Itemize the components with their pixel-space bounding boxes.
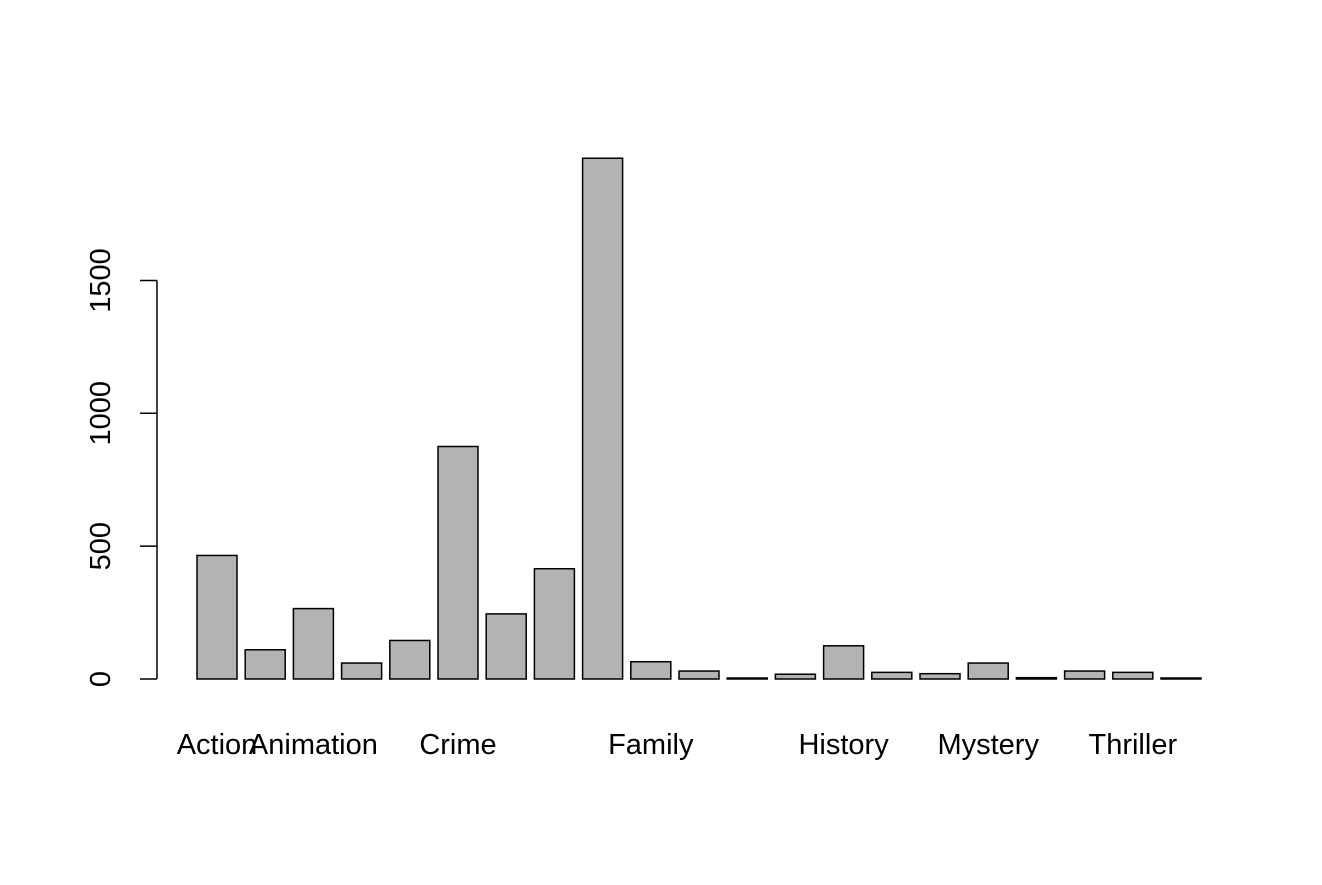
bar-animation xyxy=(292,607,335,680)
y-tick-label-1000: 1000 xyxy=(85,381,117,446)
x-label-family: Family xyxy=(608,729,694,761)
bar-action xyxy=(196,554,238,680)
bars xyxy=(196,157,1202,680)
bar-item-19 xyxy=(1063,670,1106,680)
bar-item-21 xyxy=(1160,677,1202,680)
bar-item-5 xyxy=(389,639,431,680)
x-label-animation: Animation xyxy=(249,729,378,761)
bar-thriller xyxy=(1112,671,1154,680)
bar-item-4 xyxy=(340,662,383,680)
bar-mystery xyxy=(967,662,1009,680)
bar-item-12 xyxy=(726,677,768,680)
x-label-action: Action xyxy=(177,729,258,761)
bar-item-2 xyxy=(244,649,286,680)
bar-item-13 xyxy=(774,673,817,680)
x-label-history: History xyxy=(798,729,889,761)
bar-item-8 xyxy=(533,567,576,680)
bar-item-18 xyxy=(1015,676,1058,680)
bar-family xyxy=(630,660,672,680)
x-label-crime: Crime xyxy=(419,729,496,761)
x-label-mystery: Mystery xyxy=(937,729,1039,761)
y-tick-label-500: 500 xyxy=(85,522,117,570)
bar-history xyxy=(822,645,865,680)
y-axis: 0 500 1000 1500 xyxy=(85,248,158,687)
bar-item-11 xyxy=(678,670,720,680)
y-tick-label-0: 0 xyxy=(85,671,117,687)
bar-item-7 xyxy=(485,613,527,680)
bar-crime xyxy=(437,445,479,680)
bar-item-9 xyxy=(581,157,624,680)
x-label-thriller: Thriller xyxy=(1088,729,1177,761)
bar-item-16 xyxy=(919,672,961,680)
y-tick-label-1500: 1500 xyxy=(85,248,117,313)
bar-item-15 xyxy=(871,671,913,680)
